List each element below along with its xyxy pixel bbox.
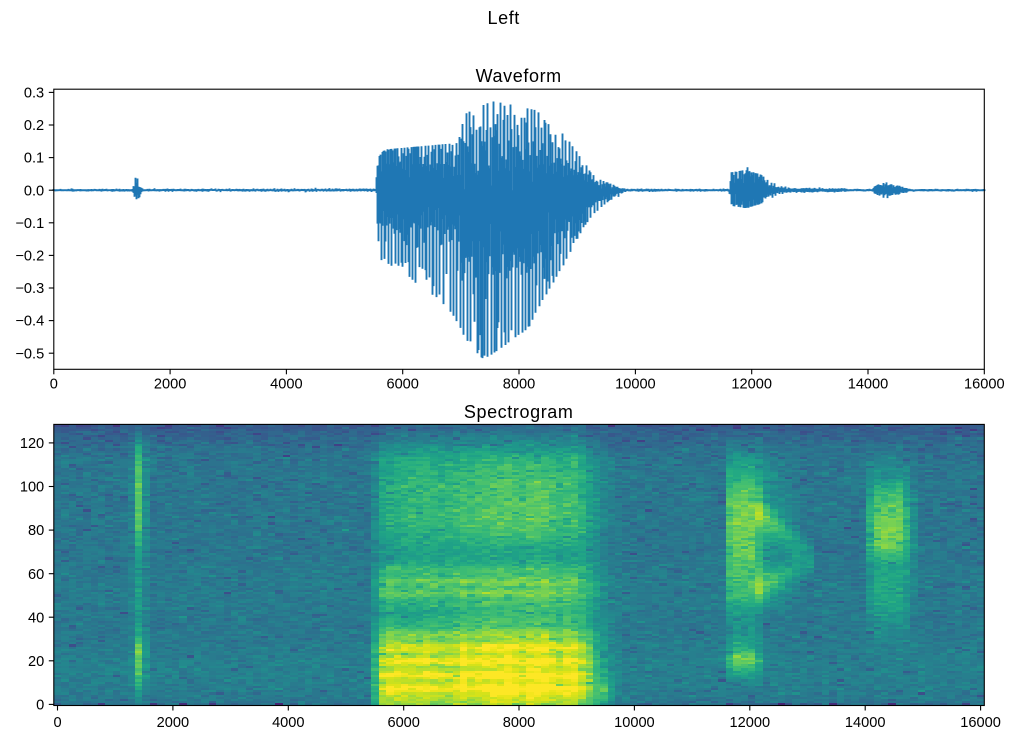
svg-text:6000: 6000: [387, 715, 419, 731]
svg-text:20: 20: [28, 654, 44, 670]
svg-text:10000: 10000: [615, 376, 656, 392]
svg-text:0.2: 0.2: [24, 118, 44, 134]
svg-text:120: 120: [20, 436, 44, 452]
svg-text:16000: 16000: [960, 715, 1001, 731]
svg-text:14000: 14000: [845, 715, 886, 731]
svg-text:−0.1: −0.1: [15, 216, 44, 232]
svg-text:Left: Left: [487, 8, 519, 28]
svg-text:16000: 16000: [964, 376, 1005, 392]
svg-text:0.3: 0.3: [24, 86, 44, 102]
svg-text:0.1: 0.1: [24, 151, 44, 167]
svg-text:2000: 2000: [154, 376, 186, 392]
svg-text:100: 100: [20, 480, 44, 496]
svg-text:−0.4: −0.4: [15, 314, 44, 330]
svg-text:12000: 12000: [730, 715, 771, 731]
svg-text:10000: 10000: [614, 715, 655, 731]
svg-text:0: 0: [36, 698, 44, 714]
svg-text:8000: 8000: [503, 376, 535, 392]
svg-text:12000: 12000: [731, 376, 772, 392]
svg-text:8000: 8000: [503, 715, 535, 731]
svg-text:−0.5: −0.5: [15, 346, 44, 362]
svg-text:0.0: 0.0: [24, 183, 44, 199]
svg-text:14000: 14000: [848, 376, 889, 392]
svg-text:−0.3: −0.3: [15, 281, 44, 297]
svg-text:60: 60: [28, 567, 44, 583]
svg-text:0: 0: [53, 715, 61, 731]
svg-text:0: 0: [50, 376, 58, 392]
svg-text:2000: 2000: [157, 715, 189, 731]
svg-text:80: 80: [28, 523, 44, 539]
svg-text:Waveform: Waveform: [476, 66, 562, 86]
svg-text:40: 40: [28, 610, 44, 626]
svg-text:Spectrogram: Spectrogram: [464, 402, 574, 422]
svg-text:4000: 4000: [272, 715, 304, 731]
svg-text:6000: 6000: [386, 376, 418, 392]
svg-text:4000: 4000: [270, 376, 302, 392]
svg-text:−0.2: −0.2: [15, 249, 44, 265]
